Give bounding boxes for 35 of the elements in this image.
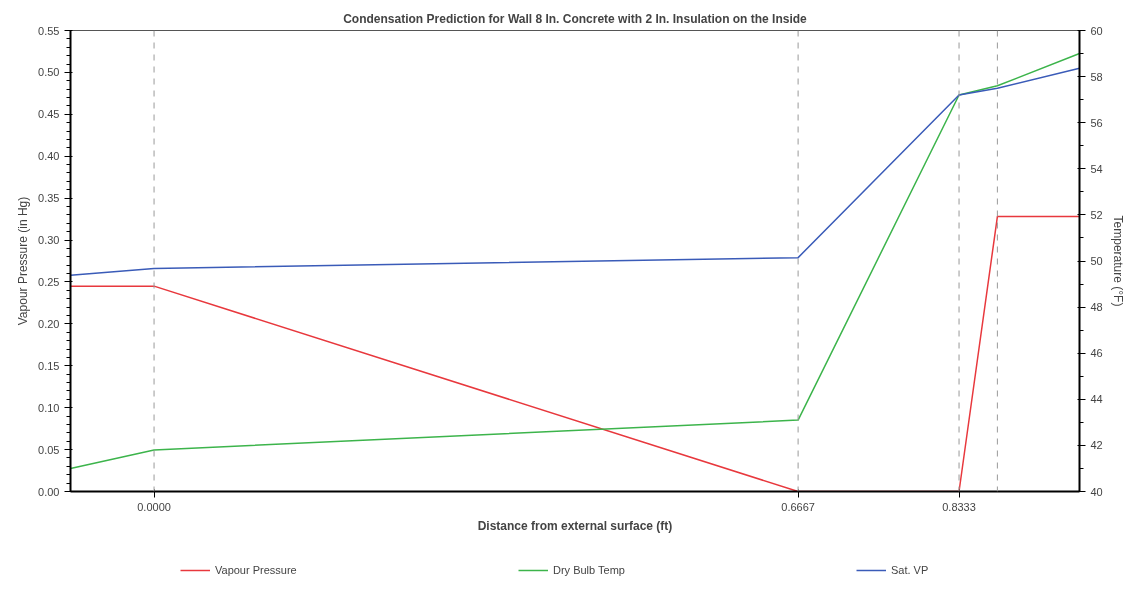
- y2-tick-label: 60: [1090, 24, 1103, 37]
- legend-label: Dry Bulb Temp: [553, 564, 626, 576]
- x-axis-title: Distance from external surface (ft): [477, 518, 673, 533]
- y-tick-label: 0.10: [38, 401, 60, 414]
- y2-tick-label: 40: [1090, 485, 1103, 498]
- y2-tick-label: 52: [1090, 208, 1103, 221]
- y-tick-label: 0.25: [38, 275, 60, 288]
- y2-tick-label: 44: [1090, 393, 1103, 406]
- legend-label: Vapour Pressure: [215, 564, 298, 576]
- y2-tick-label: 54: [1090, 162, 1103, 175]
- y-axis-title: Vapour Pressure (in Hg): [16, 196, 31, 326]
- chart-title: Condensation Prediction for Wall 8 In. Concrete with 2 In. Insulation on the Inside: [343, 11, 808, 26]
- y2-tick-label: 42: [1090, 439, 1103, 452]
- x-tick-label: 0.0000: [137, 500, 171, 513]
- y-tick-label: 0.15: [38, 359, 60, 372]
- line-series: [70, 52, 1080, 470]
- line-series: [70, 67, 1080, 276]
- y-tick-label: 0.00: [38, 485, 60, 498]
- y2-tick-label: 50: [1090, 255, 1103, 267]
- y2-tick-label: 58: [1090, 70, 1103, 83]
- x-tick-label: 0.8333: [942, 500, 976, 513]
- y-tick-label: 0.40: [38, 150, 60, 163]
- y2-tick-label: 56: [1090, 116, 1103, 129]
- y2-tick-label: 46: [1090, 347, 1103, 360]
- y-tick-label: 0.05: [38, 443, 60, 456]
- x-tick-label: 0.6667: [781, 500, 815, 513]
- y-tick-label: 0.30: [38, 234, 60, 247]
- y-tick-label: 0.50: [38, 66, 60, 79]
- y-tick-label: 0.20: [38, 317, 60, 330]
- y-tick-label: 0.55: [38, 24, 60, 37]
- y-tick-label: 0.35: [38, 192, 60, 205]
- y-tick-label: 0.45: [38, 108, 60, 121]
- legend-label: Sat. VP: [891, 564, 930, 576]
- y2-tick-label: 48: [1090, 301, 1103, 314]
- y2-axis-title: Temperature (°F): [1110, 215, 1125, 307]
